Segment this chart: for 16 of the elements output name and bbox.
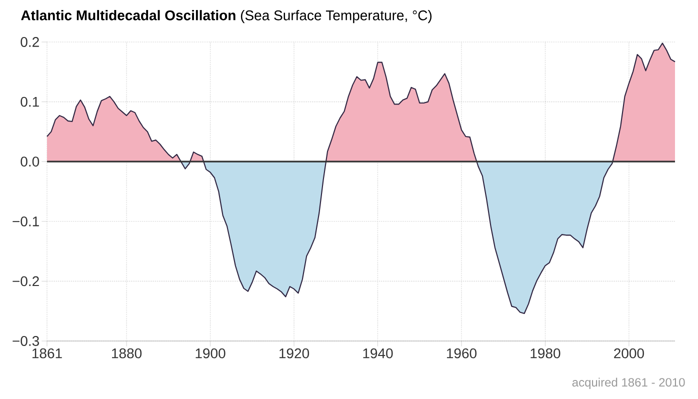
text: acquired 1861 - 2010 — [572, 378, 685, 389]
chart-title: Atlantic Multidecadal Oscillation (Sea Surface Temperature, °C) — [21, 10, 432, 24]
y-tick-label: −0.3 — [12, 336, 40, 346]
x-tick-label: 1861 — [32, 348, 62, 358]
x-tick-label: 2000 — [614, 348, 644, 358]
x-tick-label: 1900 — [196, 348, 226, 358]
x-tick-label: 1980 — [530, 348, 560, 358]
x-tick-label: 1960 — [446, 348, 477, 358]
x-tick-label: 1880 — [112, 348, 142, 358]
y-tick-label: 0.1 — [20, 96, 39, 107]
y-tick-label: 0.0 — [20, 156, 40, 167]
y-tick-label: −0.2 — [12, 276, 39, 286]
y-tick-label: −0.1 — [12, 216, 39, 226]
x-tick-label: 1920 — [280, 348, 310, 358]
y-tick-label: 0.2 — [20, 37, 39, 47]
x-tick-label: 1940 — [363, 348, 393, 358]
